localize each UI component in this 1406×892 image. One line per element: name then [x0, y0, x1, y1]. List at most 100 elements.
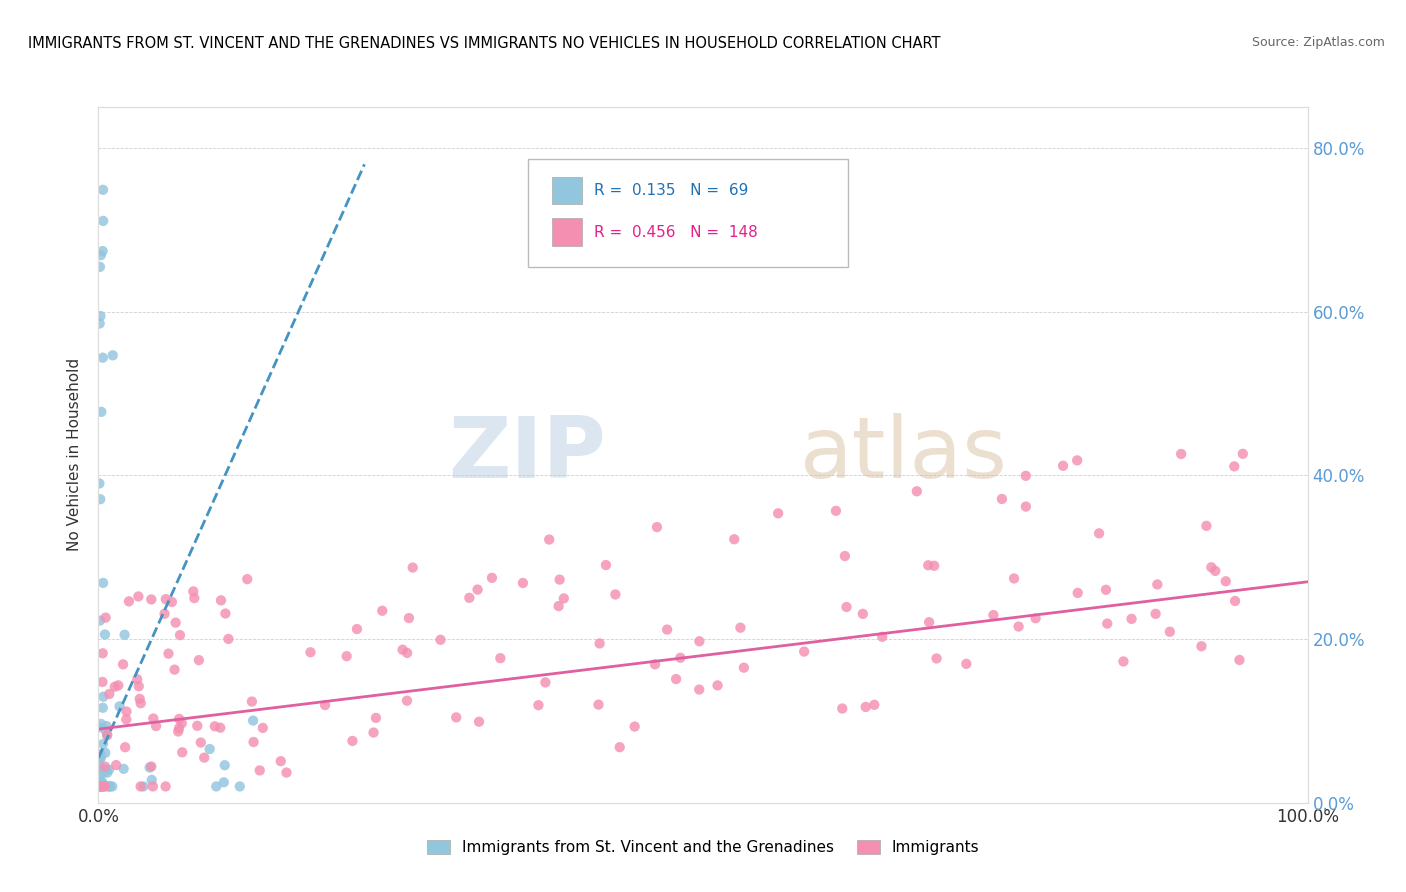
Point	[101, 780, 124, 794]
Point	[444, 710, 467, 724]
Point	[163, 663, 186, 677]
Point	[90, 780, 112, 794]
Point	[89, 492, 111, 507]
Point	[89, 775, 111, 789]
Point	[657, 623, 679, 637]
Point	[96, 763, 118, 777]
Point	[205, 780, 228, 794]
Point	[364, 711, 387, 725]
Point	[98, 780, 121, 794]
Point	[153, 607, 176, 621]
Point	[863, 698, 886, 712]
Point	[128, 679, 150, 693]
Point	[89, 780, 111, 794]
Point	[918, 615, 941, 629]
Point	[1015, 500, 1038, 514]
Point	[1052, 458, 1074, 473]
Point	[142, 712, 165, 726]
Point	[249, 764, 271, 778]
Point	[167, 712, 190, 726]
Point	[172, 745, 194, 759]
Point	[169, 628, 191, 642]
Point	[609, 740, 631, 755]
Point	[90, 717, 112, 731]
Point	[835, 599, 858, 614]
Point	[665, 672, 688, 686]
Point	[129, 780, 152, 794]
Point	[1121, 612, 1143, 626]
Point	[94, 746, 117, 760]
Point	[198, 742, 221, 756]
Point	[669, 650, 692, 665]
Point	[1067, 586, 1090, 600]
Point	[186, 719, 208, 733]
Point	[155, 780, 177, 794]
Point	[527, 698, 550, 713]
Point	[101, 348, 124, 362]
Point	[236, 572, 259, 586]
Point	[91, 776, 114, 790]
FancyBboxPatch shape	[551, 219, 582, 246]
Point	[1159, 624, 1181, 639]
Point	[90, 780, 112, 794]
Point	[467, 582, 489, 597]
FancyBboxPatch shape	[527, 159, 848, 267]
Point	[1204, 564, 1226, 578]
Point	[155, 592, 177, 607]
Y-axis label: No Vehicles in Household: No Vehicles in Household	[67, 359, 83, 551]
Point	[429, 632, 451, 647]
Point	[1232, 447, 1254, 461]
Point	[87, 780, 110, 794]
Point	[1097, 616, 1119, 631]
Point	[89, 759, 111, 773]
Point	[112, 762, 135, 776]
Point	[1088, 526, 1111, 541]
Point	[89, 720, 111, 734]
Point	[209, 593, 232, 607]
Point	[1201, 560, 1223, 574]
Point	[89, 614, 111, 628]
Point	[115, 713, 138, 727]
Point	[905, 484, 928, 499]
Point	[89, 476, 111, 491]
Point	[89, 309, 111, 323]
Point	[1007, 619, 1029, 633]
Point	[89, 775, 111, 789]
Point	[1095, 582, 1118, 597]
Point	[118, 594, 141, 608]
Point	[299, 645, 322, 659]
Point	[855, 700, 877, 714]
Point	[1025, 611, 1047, 625]
Point	[733, 660, 755, 674]
Point	[534, 675, 557, 690]
Point	[314, 698, 336, 712]
Point	[89, 780, 111, 794]
Point	[127, 673, 149, 687]
Point	[187, 653, 209, 667]
Text: R =  0.456   N =  148: R = 0.456 N = 148	[595, 225, 758, 240]
Point	[342, 734, 364, 748]
Point	[242, 714, 264, 728]
FancyBboxPatch shape	[551, 177, 582, 204]
Point	[1215, 574, 1237, 589]
Point	[89, 747, 111, 762]
Point	[91, 183, 114, 197]
Point	[252, 721, 274, 735]
Point	[91, 700, 114, 714]
Point	[91, 674, 114, 689]
Point	[157, 647, 180, 661]
Point	[93, 780, 115, 794]
Point	[688, 682, 710, 697]
Point	[922, 558, 945, 573]
Point	[825, 504, 848, 518]
Point	[91, 780, 114, 794]
Point	[91, 775, 114, 789]
Point	[165, 615, 187, 630]
Point	[115, 705, 138, 719]
Point	[346, 622, 368, 636]
Point	[645, 520, 668, 534]
Point	[1223, 594, 1246, 608]
Point	[834, 549, 856, 563]
Point	[87, 778, 110, 792]
Point	[93, 780, 115, 794]
